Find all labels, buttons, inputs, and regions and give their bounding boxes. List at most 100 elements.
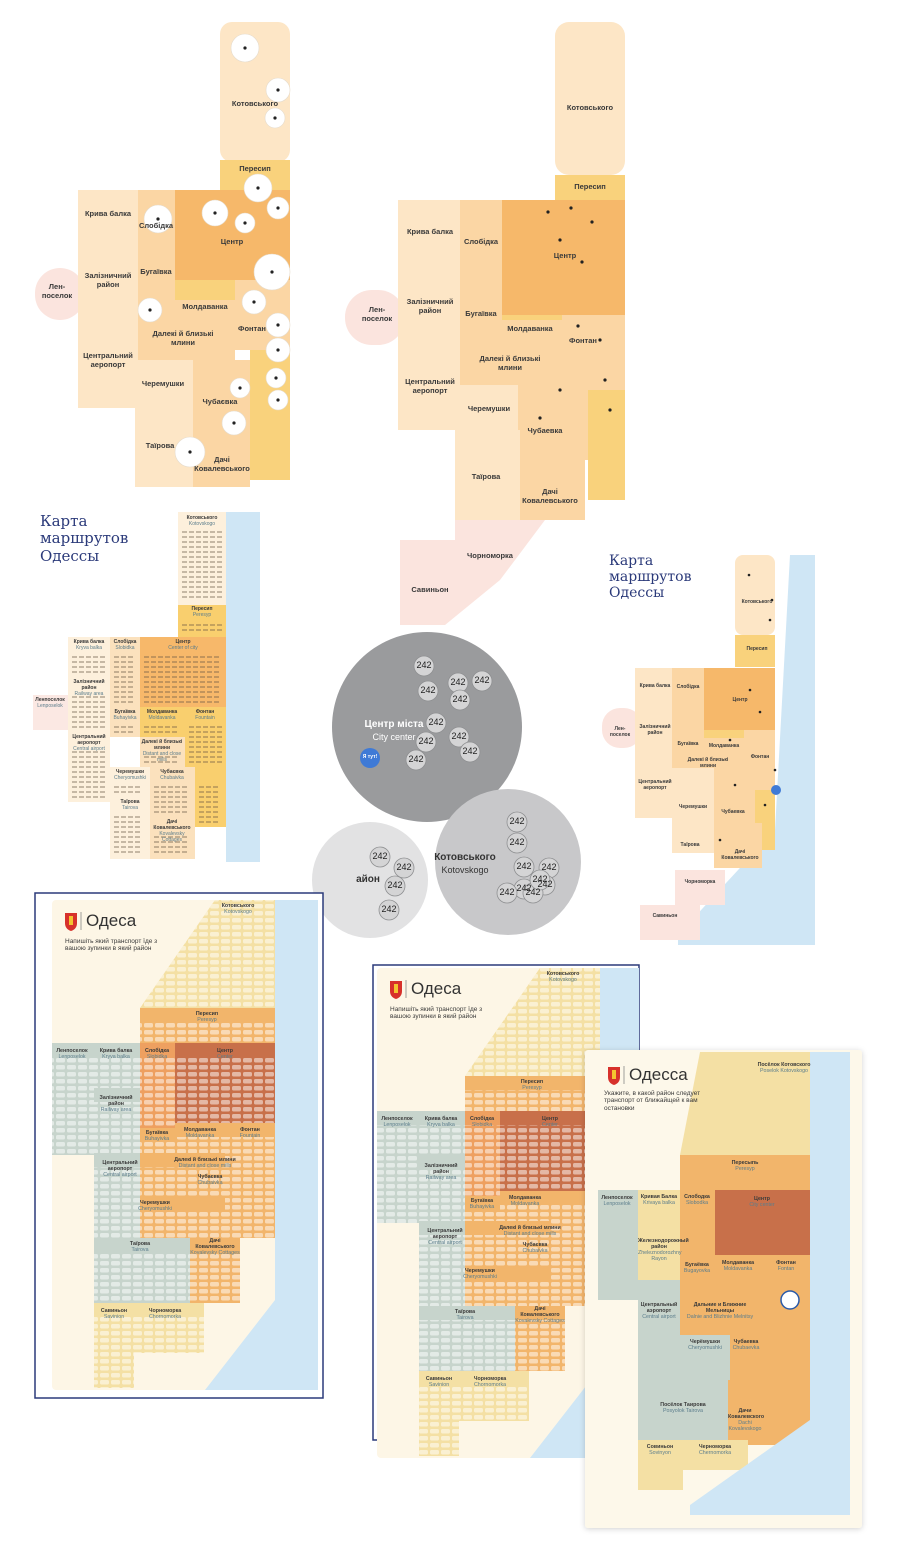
district-area <box>672 768 714 798</box>
district-label-en: Center <box>217 1054 233 1060</box>
district-label: Бугаївка <box>114 709 136 715</box>
district-area <box>460 320 562 385</box>
poster-title: Одесса <box>629 1065 688 1084</box>
district-label-en: Dachi Kovalevskogo <box>728 1420 762 1433</box>
district-label-en: Central airport <box>428 1240 462 1246</box>
district-label: Чорноморка <box>684 879 716 885</box>
stop-dot <box>274 376 278 380</box>
stop-dot <box>576 324 580 328</box>
stop-dot <box>598 338 602 342</box>
district-area <box>455 430 520 520</box>
bus-pattern <box>465 1090 600 1111</box>
district-label: Слобідка <box>138 221 174 230</box>
district-label-en: Central airport <box>73 746 105 752</box>
bus-pattern <box>140 900 275 1008</box>
district-label: Фонтан <box>238 324 266 333</box>
district-label: Бугаївка <box>465 309 497 318</box>
district-label: Крива балка <box>406 227 454 236</box>
district-label: Таїрова <box>120 799 140 805</box>
stop-dot <box>608 408 612 412</box>
district-label-en: Railway area <box>425 1175 457 1181</box>
district-label: Чубаєвка <box>160 769 184 775</box>
district-label: Чорноморка <box>148 1308 182 1314</box>
district-label: Крива балка <box>639 683 671 689</box>
district-label-en: Savinion <box>428 1382 450 1388</box>
district-area <box>398 200 460 265</box>
district-area <box>635 668 675 708</box>
district-label-en: Peresyp <box>197 1017 217 1023</box>
district-area <box>735 555 775 635</box>
bus-pattern <box>140 1142 175 1153</box>
poster-prompt: Напишіть який транспорт їде з вашою зупи… <box>65 938 158 953</box>
district-label: Центр <box>754 1196 770 1202</box>
district-area <box>398 265 460 340</box>
stop-dot <box>238 386 242 390</box>
district-label: Пересип <box>191 606 213 612</box>
district-area <box>672 738 744 768</box>
district-label: Центральний аеропорт <box>102 1160 138 1173</box>
bus-pattern <box>52 1057 94 1155</box>
route-number: 242 <box>372 851 388 861</box>
stop-dot <box>213 211 217 215</box>
district-area <box>520 460 585 520</box>
district-label: Черемушки <box>140 1200 170 1206</box>
district-label: Залізничний район <box>73 679 105 691</box>
district-label: Дачі Ковалевського <box>520 1306 560 1319</box>
district-label-en: Chubaivka <box>522 1248 548 1254</box>
map-title: Карта маршрутов Одессы <box>609 553 692 602</box>
district-area <box>598 1190 638 1300</box>
district-label: Пересыпь <box>731 1160 759 1166</box>
district-label: Слобідка <box>144 1048 170 1054</box>
district-area <box>704 668 775 730</box>
stop-dot <box>538 416 542 420</box>
bus-pattern <box>459 1385 529 1421</box>
district-label: Савиньон <box>652 913 678 919</box>
district-area <box>730 1335 762 1380</box>
stop-dot <box>276 88 280 92</box>
district-area <box>640 905 700 940</box>
bus-pattern <box>419 1170 465 1221</box>
district-label: Лен-поселок <box>41 282 73 300</box>
district-label: Фонтан <box>240 1127 260 1133</box>
district-label-en: Sovinyon <box>649 1450 671 1456</box>
district-label-en: Fountain <box>195 715 215 721</box>
route-lines <box>114 656 133 703</box>
bus-pattern <box>465 1210 500 1221</box>
route-number: 242 <box>499 887 515 897</box>
district-label: Молдаванка <box>183 1127 217 1133</box>
you-are-here-label: Я тут! <box>362 754 378 760</box>
district-area <box>455 520 545 580</box>
stop-dot <box>276 348 280 352</box>
bus-pattern <box>500 1205 550 1221</box>
district-label: Чубаевка <box>527 426 563 435</box>
bubble-label: Центр міста <box>364 719 424 730</box>
bus-pattern <box>377 1125 419 1223</box>
district-label: Котовського <box>221 903 255 909</box>
district-label: Далекі й близькі млини <box>687 757 729 769</box>
route-lines <box>114 816 140 853</box>
district-area <box>78 320 138 408</box>
district-area <box>460 200 502 265</box>
route-lines <box>144 756 177 763</box>
bus-pattern <box>94 1057 140 1088</box>
district-label: Пересип <box>746 646 768 652</box>
route-number: 242 <box>509 816 525 826</box>
bus-pattern <box>94 1167 140 1238</box>
route-number: 242 <box>509 837 525 847</box>
district-label: Посёлок Котовского <box>757 1062 811 1068</box>
district-label-en: Fountain <box>239 1133 261 1139</box>
poster-prompt: Напишіть який транспорт їде з вашою зупи… <box>390 1006 483 1021</box>
stop-dot <box>276 323 280 327</box>
district-label: Пересип <box>520 1079 544 1085</box>
district-label: Фонтан <box>569 336 597 345</box>
district-label-en: Peresyp <box>192 612 212 618</box>
district-label-en: Kotovskogo <box>188 521 216 527</box>
you-are-here <box>771 785 781 795</box>
stop-dot <box>156 217 160 221</box>
district-label: Далекі й близькі млини <box>141 739 183 751</box>
sea <box>205 900 318 1390</box>
district-label: Савиньон <box>425 1376 453 1382</box>
stop-dot <box>232 421 236 425</box>
district-label: Молдаванка <box>508 1195 542 1201</box>
